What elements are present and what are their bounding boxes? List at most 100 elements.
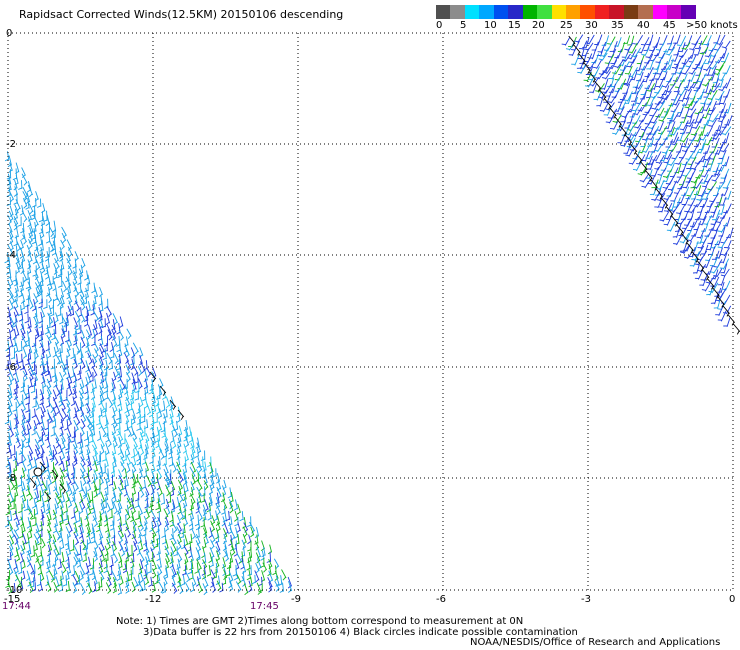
- wind-barb: [103, 563, 108, 574]
- wind-barb: [110, 382, 115, 393]
- wind-barb: [691, 251, 700, 263]
- wind-barb: [58, 444, 63, 454]
- wind-barb: [72, 444, 79, 456]
- wind-barb: [83, 430, 89, 442]
- wind-barb: [599, 102, 609, 113]
- wind-barb: [667, 180, 678, 192]
- wind-barb: [106, 527, 111, 539]
- wind-barb: [70, 467, 76, 480]
- wind-barb: [49, 276, 54, 286]
- wind-barb: [81, 539, 87, 551]
- wind-barb: [655, 76, 665, 88]
- wind-barb: [173, 546, 178, 557]
- wind-barb: [80, 418, 86, 430]
- wind-barb: [87, 504, 92, 516]
- wind-barb: [73, 479, 79, 492]
- wind-barb: [21, 559, 26, 570]
- wind-barb: [61, 364, 67, 377]
- wind-barb: [55, 353, 61, 365]
- wind-barb: [108, 474, 114, 486]
- wind-barb: [48, 400, 55, 414]
- wind-barb: [169, 528, 174, 541]
- wind-barb: [4, 414, 10, 425]
- wind-barb: [48, 240, 55, 253]
- note-line-1: Note: 1) Times are GMT 2)Times along bot…: [116, 616, 524, 627]
- wind-barb: [70, 366, 75, 379]
- wind-barb: [87, 582, 93, 595]
- wind-barb: [106, 352, 113, 365]
- wind-barb: [114, 365, 120, 378]
- wind-barb: [61, 449, 66, 461]
- wind-barb: [690, 160, 701, 171]
- wind-barb: [195, 520, 201, 531]
- wind-barb: [112, 577, 117, 589]
- wind-barb: [722, 179, 732, 190]
- wind-barb: [640, 60, 650, 71]
- wind-barb: [642, 142, 652, 154]
- wind-barb: [45, 232, 51, 244]
- wind-barb: [645, 88, 653, 99]
- wind-barb: [133, 576, 139, 588]
- wind-barb: [145, 508, 150, 520]
- wind-barb: [700, 94, 709, 105]
- wind-barb: [152, 517, 157, 529]
- wind-barb: [216, 473, 221, 484]
- wind-barb: [159, 448, 165, 460]
- wind-barb: [7, 244, 14, 257]
- wind-barb: [690, 125, 701, 137]
- wind-barb: [187, 562, 193, 575]
- wind-barb: [213, 562, 219, 574]
- wind-barb: [111, 443, 117, 456]
- wind-barb: [700, 174, 709, 185]
- wind-barb: [699, 210, 709, 221]
- wind-barb: [21, 173, 28, 186]
- wind-barb: [671, 215, 679, 227]
- wind-barb: [107, 329, 113, 341]
- wind-barb: [594, 80, 602, 92]
- wind-barb: [619, 125, 627, 137]
- wind-barb: [58, 455, 63, 466]
- wind-barb: [672, 71, 683, 83]
- wind-barb: [182, 491, 187, 502]
- wind-barb: [184, 570, 191, 583]
- wind-barb: [117, 583, 122, 596]
- wind-barb: [183, 420, 188, 432]
- wind-barb: [116, 341, 121, 353]
- wind-barb: [22, 389, 28, 401]
- wind-barb: [702, 258, 711, 269]
- wind-barb: [32, 364, 37, 376]
- wind-barb: [169, 552, 174, 565]
- wind-barb: [35, 259, 41, 271]
- wind-barb: [717, 240, 727, 249]
- wind-barb: [161, 427, 166, 438]
- wind-barb: [47, 328, 52, 340]
- wind-barb: [633, 35, 644, 46]
- wind-barb: [59, 498, 64, 510]
- wind-barb: [267, 563, 272, 577]
- wind-barb: [233, 569, 239, 581]
- wind-barb: [720, 294, 731, 305]
- wind-barb: [65, 492, 70, 503]
- wind-barb: [22, 234, 27, 245]
- wind-barb: [651, 100, 661, 110]
- wind-barb: [638, 144, 646, 154]
- wind-barb: [691, 251, 700, 261]
- wind-barb: [28, 251, 33, 263]
- wind-barb: [100, 444, 105, 455]
- wind-barb: [25, 402, 30, 413]
- wind-barb: [703, 114, 712, 126]
- wind-barb: [620, 113, 628, 123]
- wind-barb: [189, 558, 194, 571]
- wind-barb: [94, 348, 99, 359]
- wind-barb: [25, 431, 31, 444]
- wind-barb: [680, 73, 688, 83]
- latitude-tick-label: -2: [6, 139, 16, 150]
- wind-barb: [597, 89, 608, 99]
- wind-barb: [678, 90, 687, 102]
- wind-barb: [223, 522, 229, 535]
- wind-barb: [608, 70, 617, 80]
- legend-label: 20: [532, 20, 545, 31]
- wind-barb: [574, 34, 584, 43]
- wind-barb: [35, 444, 41, 457]
- wind-barb: [16, 240, 21, 252]
